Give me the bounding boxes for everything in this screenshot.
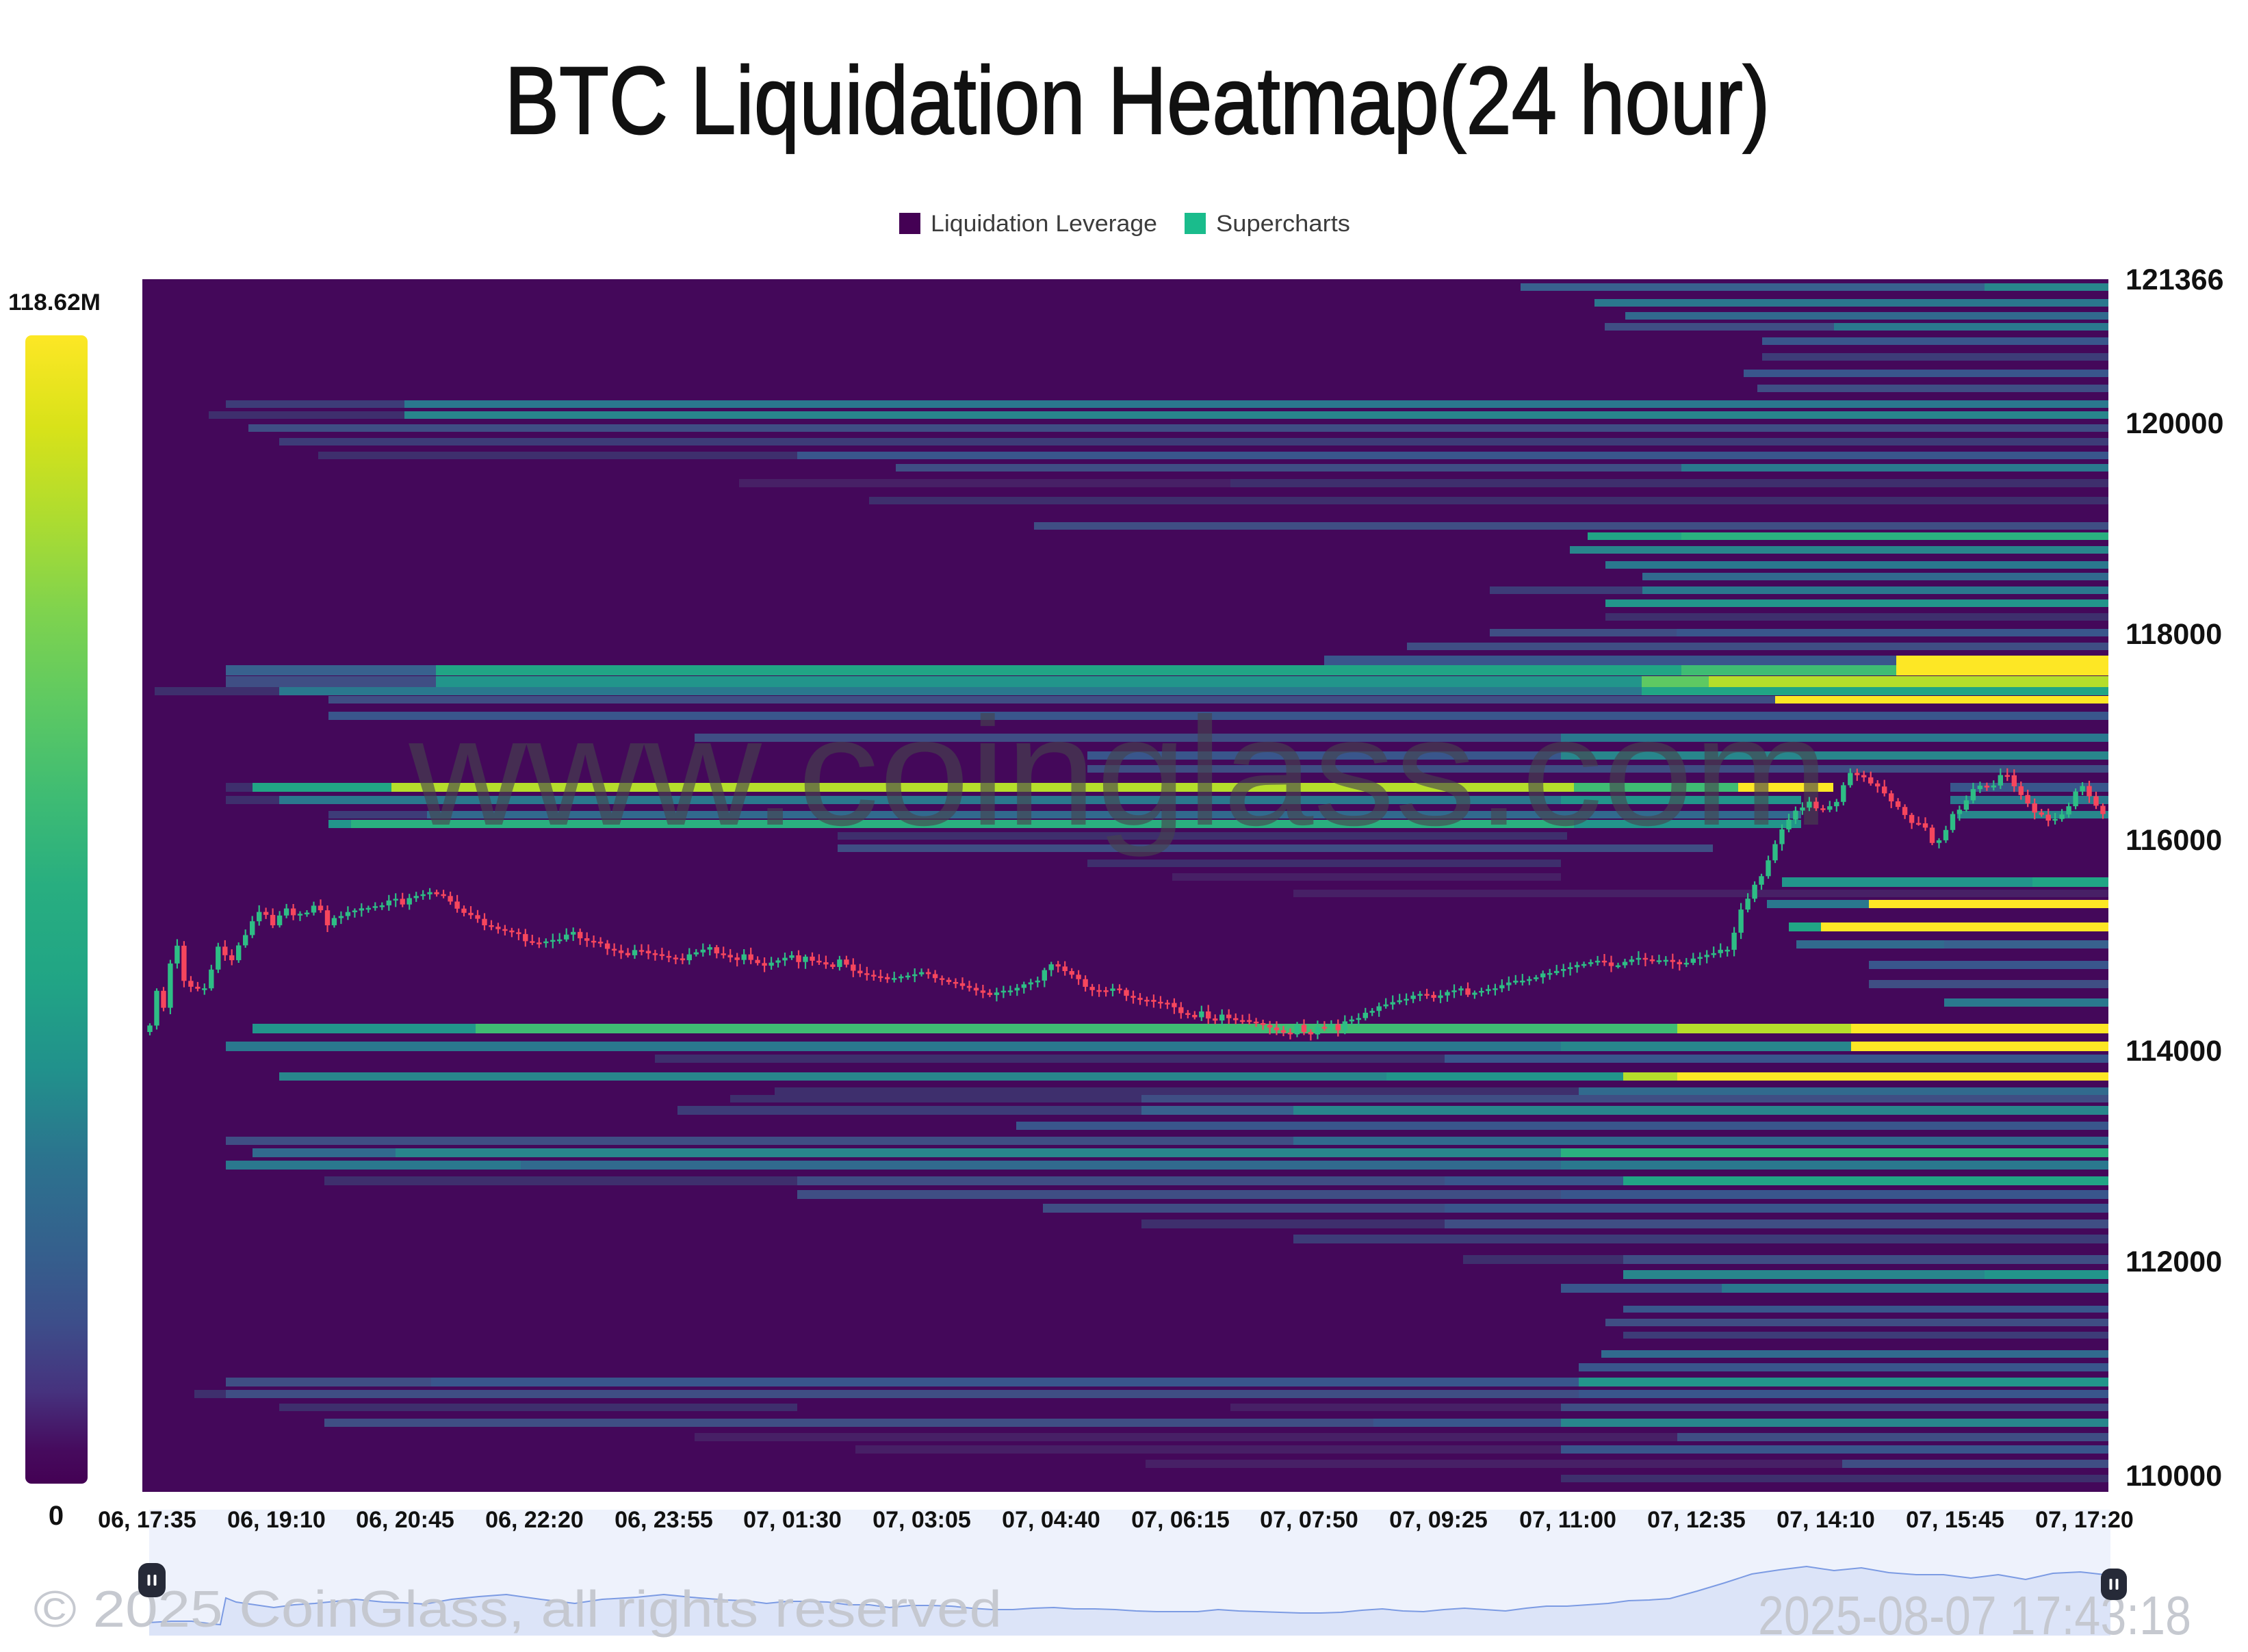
svg-text:07, 09:25: 07, 09:25	[1389, 1507, 1488, 1533]
svg-text:07, 12:35: 07, 12:35	[1647, 1507, 1746, 1533]
svg-text:06, 19:10: 06, 19:10	[227, 1507, 326, 1533]
svg-text:Liquidation Leverage: Liquidation Leverage	[931, 211, 1157, 237]
svg-text:06, 20:45: 06, 20:45	[356, 1507, 454, 1533]
svg-text:112000: 112000	[2126, 1246, 2222, 1278]
svg-text:Supercharts: Supercharts	[1216, 211, 1350, 237]
svg-text:© 2025 CoinGlass, all rights r: © 2025 CoinGlass, all rights reserved	[34, 1580, 1002, 1638]
svg-text:116000: 116000	[2126, 824, 2222, 857]
svg-text:07, 04:40: 07, 04:40	[1002, 1507, 1100, 1533]
svg-text:110000: 110000	[2126, 1460, 2222, 1493]
svg-text:07, 11:00: 07, 11:00	[1519, 1507, 1616, 1533]
svg-text:06, 23:55: 06, 23:55	[615, 1507, 713, 1533]
svg-text:07, 15:45: 07, 15:45	[1906, 1507, 2004, 1533]
svg-text:06, 22:20: 06, 22:20	[485, 1507, 584, 1533]
svg-text:0: 0	[49, 1501, 64, 1531]
svg-text:114000: 114000	[2126, 1035, 2222, 1068]
svg-text:06, 17:35: 06, 17:35	[98, 1507, 196, 1533]
svg-text:118000: 118000	[2126, 618, 2222, 651]
svg-text:07, 07:50: 07, 07:50	[1260, 1507, 1358, 1533]
svg-text:07, 01:30: 07, 01:30	[743, 1507, 842, 1533]
svg-text:120000: 120000	[2126, 407, 2224, 440]
svg-text:07, 03:05: 07, 03:05	[873, 1507, 971, 1533]
svg-text:07, 06:15: 07, 06:15	[1131, 1507, 1230, 1533]
svg-text:118.62M: 118.62M	[8, 289, 101, 315]
svg-text:2025-08-07 17:43:18: 2025-08-07 17:43:18	[1758, 1585, 2191, 1646]
svg-text:www.coinglass.com: www.coinglass.com	[408, 685, 1829, 857]
svg-text:07, 14:10: 07, 14:10	[1777, 1507, 1875, 1533]
svg-text:07, 17:20: 07, 17:20	[2035, 1507, 2134, 1533]
svg-text:BTC Liquidation Heatmap(24 hou: BTC Liquidation Heatmap(24 hour)	[505, 47, 1770, 154]
svg-text:121366: 121366	[2126, 263, 2224, 296]
